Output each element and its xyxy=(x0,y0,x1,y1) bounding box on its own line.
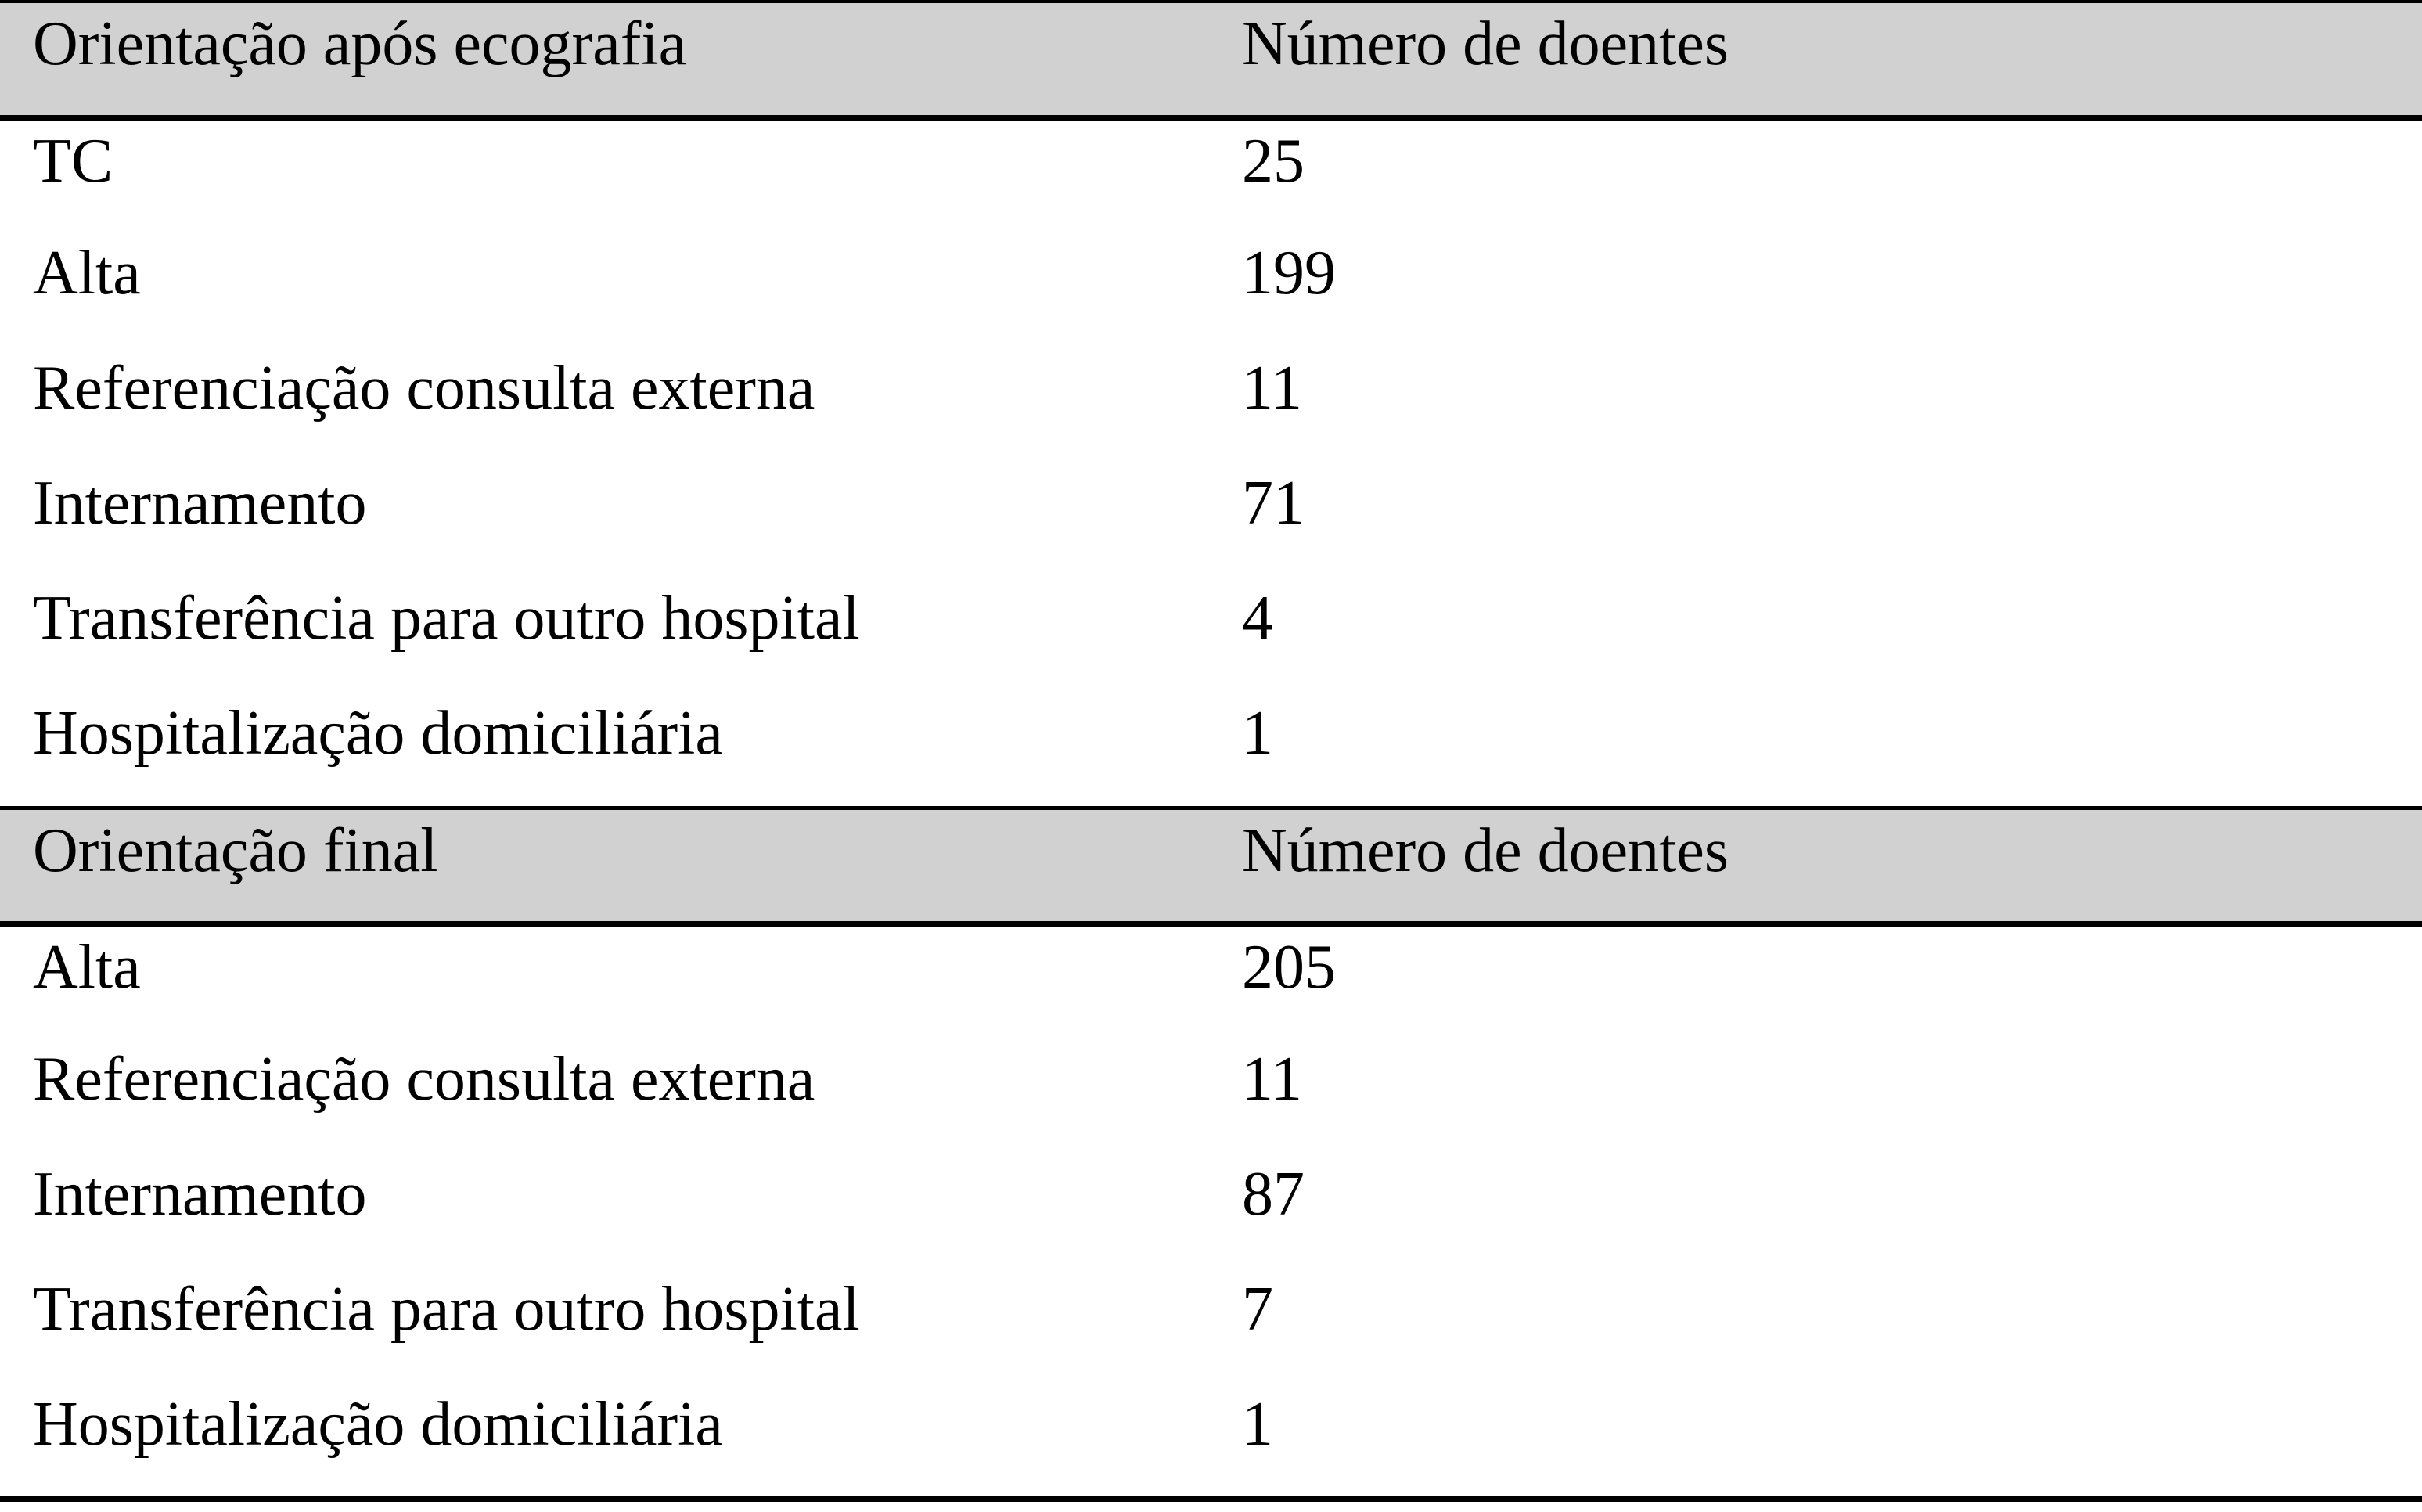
table-row: Alta 205 xyxy=(0,923,2422,1039)
table-row: Internamento 71 xyxy=(0,463,2422,578)
column-header-orientation-after-ultrasound: Orientação após ecografia xyxy=(0,2,1209,121)
row-label: Referenciação consulta externa xyxy=(0,1039,1209,1154)
row-label: Alta xyxy=(0,232,1209,347)
row-value: 199 xyxy=(1209,232,2422,347)
row-label: Transferência para outro hospital xyxy=(0,1269,1209,1384)
row-label: Alta xyxy=(0,923,1209,1039)
row-value: 7 xyxy=(1209,1269,2422,1384)
table-row: Transferência para outro hospital 4 xyxy=(0,578,2422,693)
row-value: 1 xyxy=(1209,693,2422,808)
row-value: 25 xyxy=(1209,117,2422,232)
row-label: Referenciação consulta externa xyxy=(0,347,1209,463)
row-label: Internamento xyxy=(0,463,1209,578)
table-row: Referenciação consulta externa 11 xyxy=(0,1039,2422,1154)
table-row: Alta 199 xyxy=(0,232,2422,347)
row-value: 205 xyxy=(1209,923,2422,1039)
table-row: Internamento 87 xyxy=(0,1154,2422,1269)
row-value: 1 xyxy=(1209,1384,2422,1502)
row-value: 11 xyxy=(1209,1039,2422,1154)
row-label: Transferência para outro hospital xyxy=(0,578,1209,693)
section2-header-row: Orientação final Número de doentes xyxy=(0,805,2422,927)
table-row: Hospitalização domiciliária 1 xyxy=(0,693,2422,808)
row-value: 11 xyxy=(1209,347,2422,463)
row-label: Hospitalização domiciliária xyxy=(0,1384,1209,1502)
table-row: Hospitalização domiciliária 1 xyxy=(0,1384,2422,1502)
table-row: Referenciação consulta externa 11 xyxy=(0,347,2422,463)
table-row: Transferência para outro hospital 7 xyxy=(0,1269,2422,1384)
row-value: 71 xyxy=(1209,463,2422,578)
table-row: TC 25 xyxy=(0,117,2422,232)
row-value: 87 xyxy=(1209,1154,2422,1269)
section1-header-row: Orientação após ecografia Número de doen… xyxy=(0,2,2422,121)
column-header-final-orientation: Orientação final xyxy=(0,805,1209,927)
column-header-patient-count: Número de doentes xyxy=(1209,2,2422,121)
column-header-patient-count: Número de doentes xyxy=(1209,805,2422,927)
row-label: Hospitalização domiciliária xyxy=(0,693,1209,808)
row-value: 4 xyxy=(1209,578,2422,693)
row-label: Internamento xyxy=(0,1154,1209,1269)
row-label: TC xyxy=(0,117,1209,232)
